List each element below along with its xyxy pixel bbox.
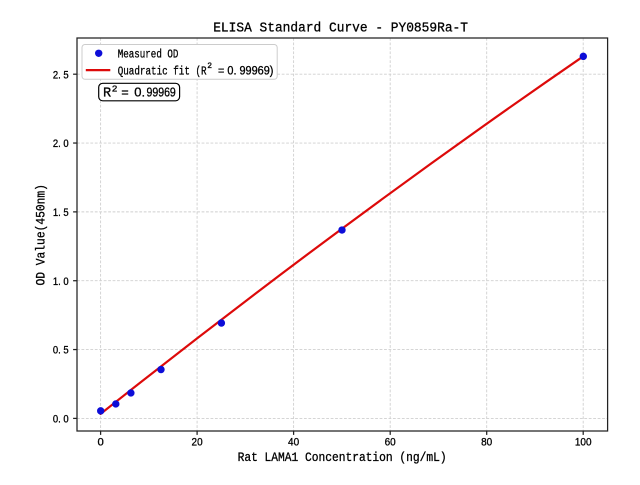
svg-text:ELISA Standard Curve - PY0859R: ELISA Standard Curve - PY0859Ra-T [213, 20, 468, 36]
svg-text:1. 5: 1. 5 [53, 207, 69, 219]
svg-text:OD Value(450nm): OD Value(450nm) [35, 184, 49, 285]
svg-text:80: 80 [481, 436, 492, 448]
svg-text:2. 5: 2. 5 [53, 69, 69, 81]
svg-text:60: 60 [385, 436, 396, 448]
svg-text:99969: 99969 [147, 84, 176, 99]
svg-text:Rat LAMA1 Concentration (ng/mL: Rat LAMA1 Concentration (ng/mL) [238, 451, 447, 465]
svg-text:2: 2 [207, 62, 212, 71]
svg-text:2: 2 [112, 83, 118, 94]
svg-text:0. 0: 0. 0 [53, 414, 69, 426]
svg-text:0: 0 [97, 436, 103, 448]
svg-text:40: 40 [288, 436, 299, 448]
svg-text:2. 0: 2. 0 [53, 138, 69, 150]
svg-text:=: = [121, 86, 129, 100]
svg-text:20: 20 [192, 436, 203, 448]
svg-text:0.: 0. [134, 84, 145, 99]
svg-text:1. 0: 1. 0 [53, 276, 69, 288]
svg-text:Quadratic fit (R: Quadratic fit (R [118, 65, 207, 79]
svg-text:0. 5: 0. 5 [53, 345, 69, 357]
svg-text:Measured OD: Measured OD [118, 47, 179, 61]
svg-text:R: R [103, 86, 111, 101]
svg-text:100: 100 [575, 436, 592, 448]
svg-text:= 0. 99969): = 0. 99969) [218, 66, 274, 78]
